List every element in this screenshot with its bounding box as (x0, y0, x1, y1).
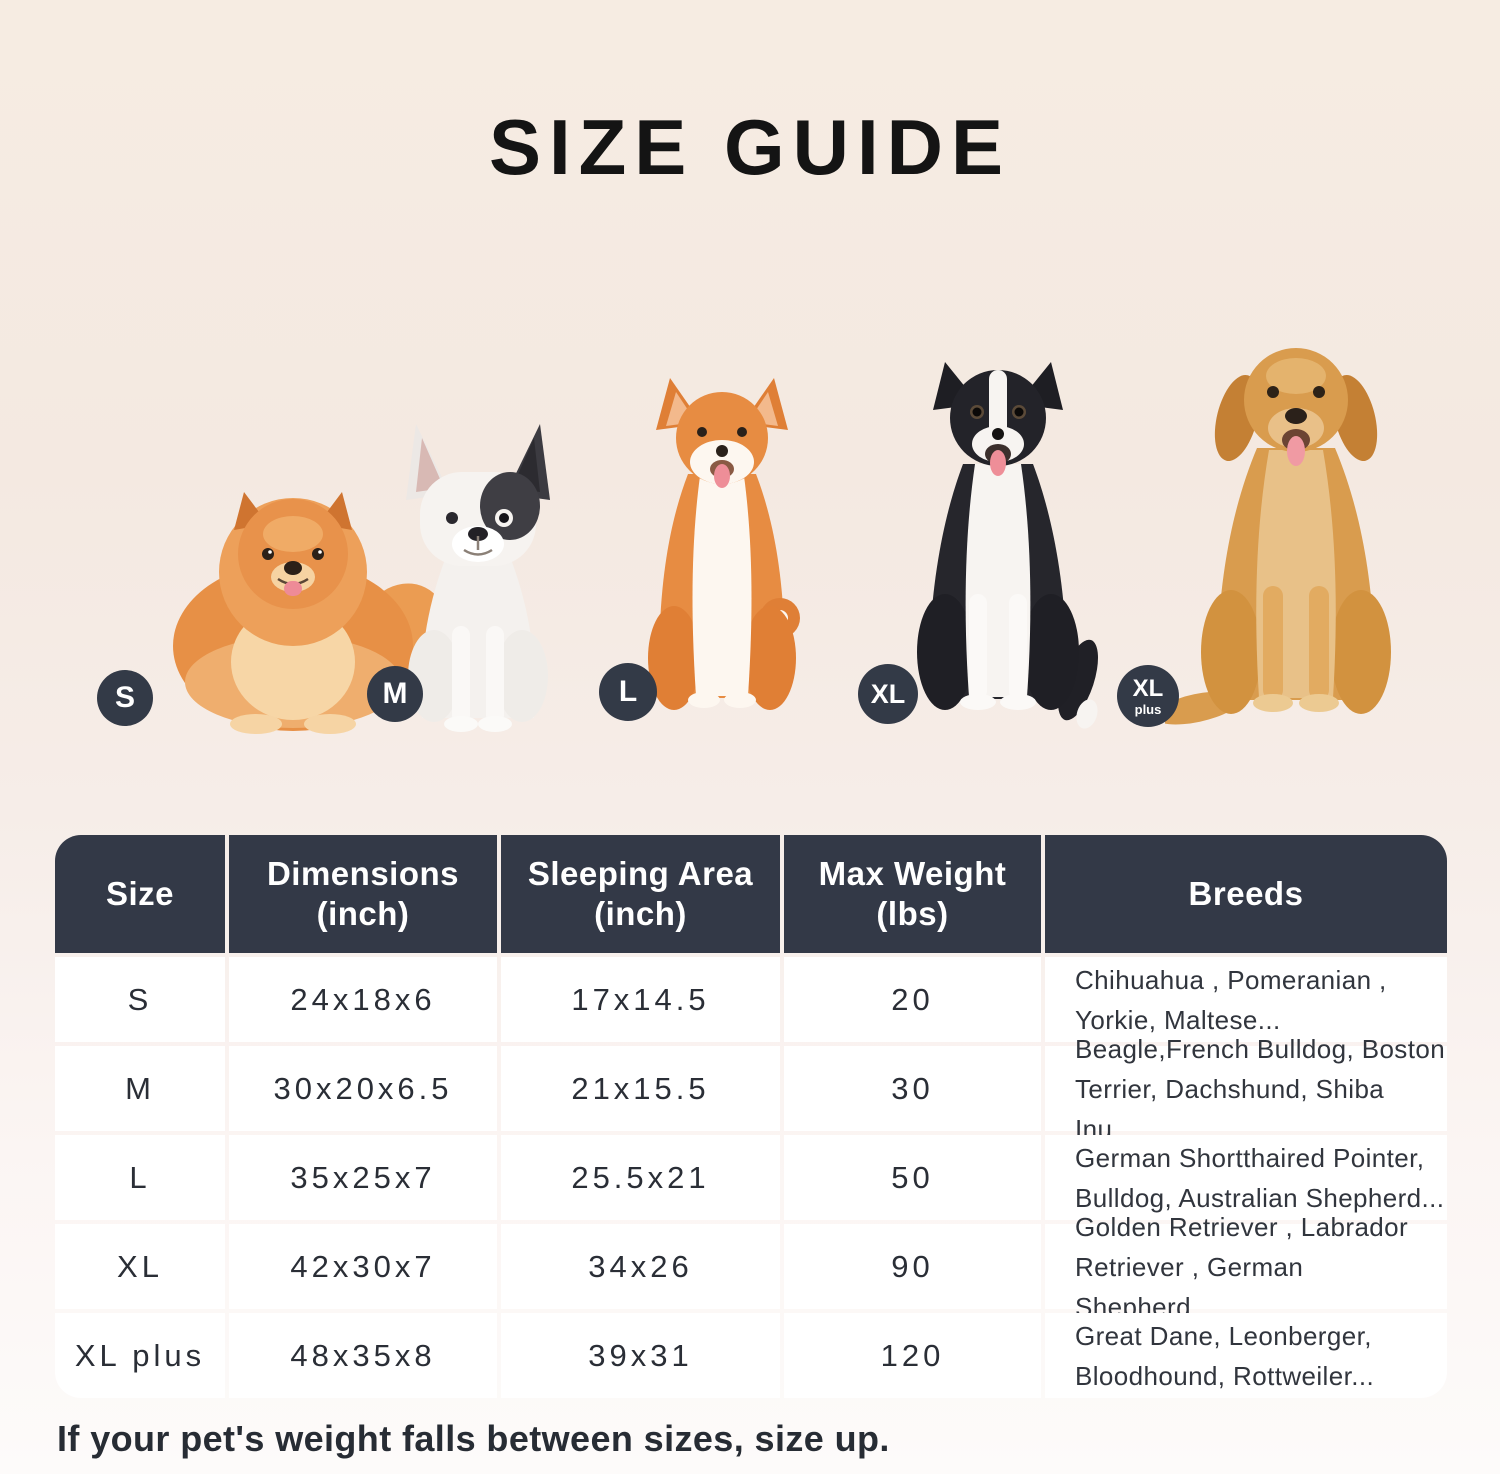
badge-label: M (382, 677, 408, 710)
size-cell: M (55, 1046, 225, 1131)
dimensions-cell: 48x35x8 (229, 1313, 497, 1398)
sleeping-area-cell: 34x26 (501, 1224, 780, 1309)
header-cell-dimensions: Dimensions (inch) (229, 835, 497, 953)
size-badge-l: L (599, 663, 657, 721)
size-badge-xl-plus: XL plus (1117, 665, 1179, 727)
shiba-inu-dog-illustration (648, 378, 800, 710)
max-weight-cell: 50 (784, 1135, 1041, 1220)
sleeping-area-cell: 17x14.5 (501, 957, 780, 1042)
dogs-row: S M L XL XL plus (97, 348, 1391, 734)
size-badge-xl: XL (858, 664, 918, 724)
badge-label: XL (1132, 674, 1164, 702)
sleeping-area-cell: 21x15.5 (501, 1046, 780, 1131)
badge-label: L (618, 675, 638, 708)
size-badge-m: M (367, 666, 423, 722)
breeds-cell: Chihuahua , Pomeranian , Yorkie, Maltese… (1045, 957, 1447, 1042)
badge-label: XL (870, 678, 906, 709)
size-cell: L (55, 1135, 225, 1220)
dimensions-cell: 35x25x7 (229, 1135, 497, 1220)
size-badge-s: S (97, 670, 153, 726)
size-guide-table: Size Dimensions (inch) Sleeping Area (in… (55, 835, 1447, 1398)
breeds-cell: German Shortthaired Pointer, Bulldog, Au… (1045, 1135, 1447, 1220)
dimensions-cell: 30x20x6.5 (229, 1046, 497, 1131)
breeds-cell: Beagle,French Bulldog, Boston Terrier, D… (1045, 1034, 1447, 1144)
max-weight-cell: 120 (784, 1313, 1041, 1398)
footer-note: If your pet's weight falls between sizes… (57, 1418, 890, 1459)
dimensions-cell: 42x30x7 (229, 1224, 497, 1309)
border-collie-dog-illustration (917, 362, 1099, 729)
max-weight-cell: 20 (784, 957, 1041, 1042)
header-cell-breeds: Breeds (1045, 835, 1447, 953)
max-weight-cell: 30 (784, 1046, 1041, 1131)
header-cell-sleeping-area: Sleeping Area (inch) (501, 835, 780, 953)
sleeping-area-cell: 39x31 (501, 1313, 780, 1398)
badge-label: S (114, 681, 135, 714)
size-cell: XL plus (55, 1313, 225, 1398)
badge-sublabel: plus (1134, 701, 1162, 717)
breeds-cell: Great Dane, Leonberger, Bloodhound, Rott… (1045, 1313, 1447, 1398)
header-cell-size: Size (55, 835, 225, 953)
size-cell: XL (55, 1224, 225, 1309)
golden-retriever-dog-illustration (1165, 348, 1391, 725)
dimensions-cell: 24x18x6 (229, 957, 497, 1042)
max-weight-cell: 90 (784, 1224, 1041, 1309)
page-title: SIZE GUIDE (488, 103, 1012, 191)
size-cell: S (55, 957, 225, 1042)
french-bulldog-dog-illustration (406, 424, 550, 732)
sleeping-area-cell: 25.5x21 (501, 1135, 780, 1220)
header-cell-max-weight: Max Weight (lbs) (784, 835, 1041, 953)
breeds-cell: Golden Retriever , Labrador Retriever , … (1045, 1212, 1447, 1322)
